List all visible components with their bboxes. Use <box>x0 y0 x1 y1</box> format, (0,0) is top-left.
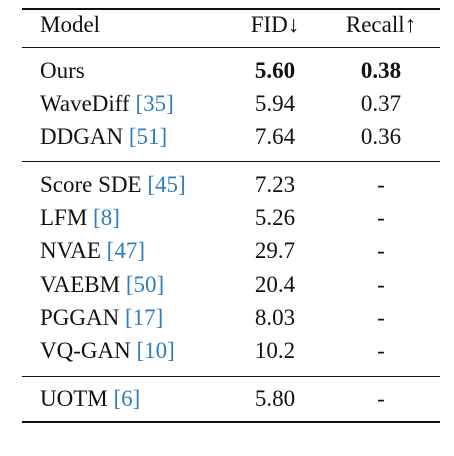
model-name: VQ-GAN <box>40 338 131 363</box>
recall-cell: - <box>377 205 385 231</box>
citation: [8] <box>93 205 120 231</box>
model-cell: WaveDiff [35] <box>40 91 174 117</box>
model-name: VAEBM <box>40 271 121 297</box>
fid-cell: 5.26 <box>254 205 296 231</box>
model-cell: Score SDE [45] <box>40 172 186 198</box>
model-name: LFM <box>40 205 88 231</box>
fid-cell: 29.7 <box>254 238 296 264</box>
citation: [35] <box>135 91 174 117</box>
header-recall: Recall↑ <box>345 12 417 37</box>
recall-cell: - <box>377 338 385 363</box>
model-cell: PGGAN [17] <box>40 305 163 331</box>
fid-cell: 20.4 <box>254 271 296 297</box>
header-model: Model <box>40 12 101 37</box>
model-cell: UOTM [6] <box>40 386 140 412</box>
model-name: NVAE <box>40 238 101 264</box>
model-cell: NVAE [47] <box>40 238 145 264</box>
model-cell: Ours <box>40 58 85 84</box>
model-cell: VAEBM [50] <box>40 272 164 298</box>
model-name: WaveDiff <box>40 91 130 117</box>
fid-cell: 10.2 <box>254 338 296 363</box>
citation: [17] <box>124 304 164 330</box>
recall-cell: - <box>377 386 385 411</box>
model-name: PGGAN <box>40 304 120 330</box>
citation: [10] <box>136 338 175 363</box>
fid-cell: 5.94 <box>254 91 296 117</box>
recall-cell: - <box>377 271 385 297</box>
header-fid: FID↓ <box>250 12 300 37</box>
recall-cell: - <box>377 304 385 330</box>
citation: [47] <box>106 238 145 264</box>
bottom-rule <box>22 421 440 423</box>
model-name: Ours <box>40 58 85 83</box>
model-cell: LFM [8] <box>40 205 120 231</box>
recall-cell: 0.38 <box>360 58 402 83</box>
fid-cell: 5.80 <box>254 386 296 411</box>
group-rule <box>22 161 440 163</box>
model-name: DDGAN <box>40 124 124 150</box>
fid-cell: 7.64 <box>254 124 296 150</box>
citation: [45] <box>147 172 186 197</box>
fid-cell: 7.23 <box>254 172 296 197</box>
fid-cell: 8.03 <box>254 304 296 330</box>
model-cell: DDGAN [51] <box>40 124 167 150</box>
model-name: UOTM <box>40 386 108 411</box>
citation: [6] <box>113 386 141 411</box>
model-cell: VQ-GAN [10] <box>40 338 175 364</box>
group-rule <box>22 376 440 378</box>
model-name: Score SDE <box>40 172 142 197</box>
citation: [50] <box>125 271 165 297</box>
top-rule <box>22 8 440 10</box>
citation: [51] <box>128 124 168 150</box>
recall-cell: - <box>377 172 385 197</box>
header-rule <box>22 47 440 49</box>
recall-cell: - <box>377 238 385 264</box>
recall-cell: 0.36 <box>360 124 402 150</box>
fid-cell: 5.60 <box>254 58 296 83</box>
recall-cell: 0.37 <box>360 91 402 117</box>
